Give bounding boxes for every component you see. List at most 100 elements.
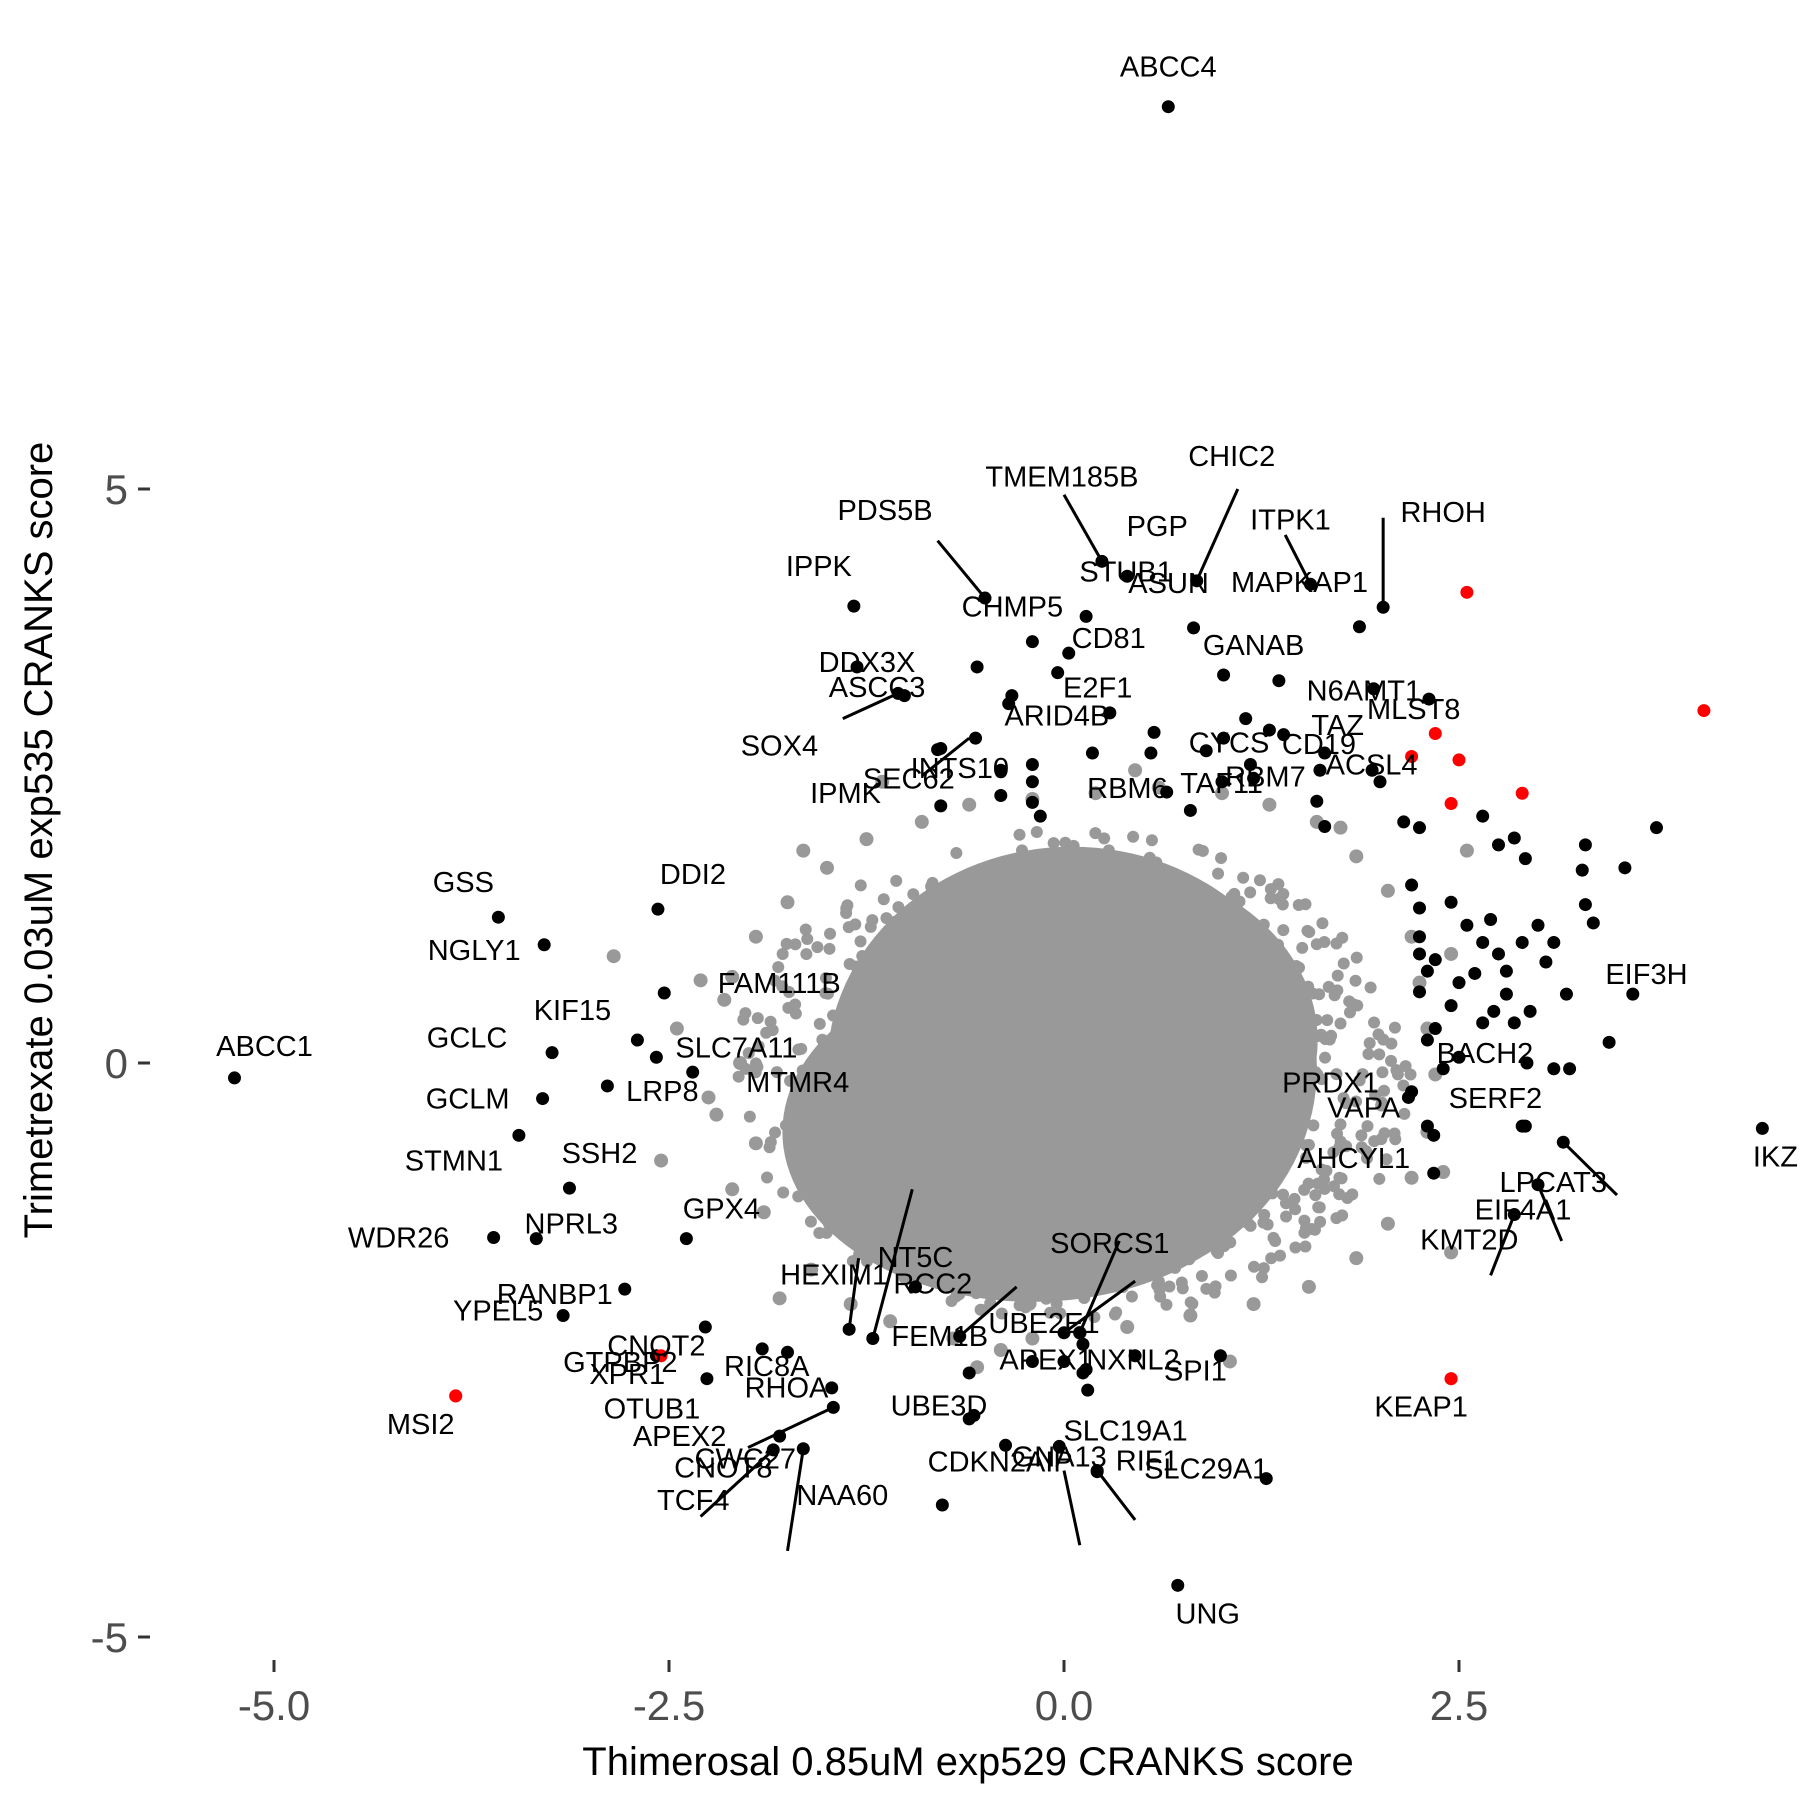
background-point (764, 1015, 777, 1028)
background-point (950, 846, 963, 859)
background-point (1362, 1047, 1375, 1060)
background-point (1293, 961, 1306, 974)
highlight-point (1444, 797, 1458, 811)
background-point (1258, 1158, 1271, 1171)
background-point (1090, 1091, 1103, 1104)
labeled-point (1427, 1128, 1441, 1142)
background-point (1183, 1253, 1196, 1266)
background-point (751, 1012, 764, 1025)
background-point (1081, 1199, 1094, 1212)
background-point (1333, 1141, 1346, 1154)
background-point (1187, 1149, 1200, 1162)
background-point (1126, 937, 1139, 950)
background-point (1272, 938, 1285, 951)
background-point (772, 1291, 787, 1306)
background-point (1084, 1026, 1097, 1039)
y-tick-label: 0 (105, 1040, 128, 1087)
hit-point (1575, 863, 1589, 877)
background-point (1210, 1245, 1223, 1258)
background-point (912, 975, 925, 988)
background-point (1220, 1055, 1233, 1068)
background-point (1173, 1219, 1186, 1232)
gene-label: DDX3X (819, 647, 916, 679)
background-point (739, 1007, 752, 1020)
background-point (1146, 1221, 1159, 1234)
background-point (1205, 963, 1218, 976)
background-point (1002, 1179, 1015, 1192)
background-point (995, 1307, 1008, 1320)
background-point (850, 960, 863, 973)
background-point (801, 933, 814, 946)
gene-label: INTS10 (911, 753, 1009, 785)
gene-label: MSI2 (387, 1409, 455, 1441)
background-point (1193, 1100, 1206, 1113)
background-point (1094, 1196, 1107, 1209)
gene-label: PGP (1127, 511, 1188, 543)
background-point (1325, 1029, 1338, 1042)
gene-label: TAZ (1311, 710, 1364, 742)
background-point (1289, 1203, 1302, 1216)
background-point (1196, 1194, 1209, 1207)
gene-label: E2F1 (1063, 673, 1132, 705)
background-point (1159, 1071, 1172, 1084)
hit-point (1476, 1016, 1490, 1030)
hit-point (1025, 775, 1039, 789)
hit-point (1405, 878, 1419, 892)
background-point (923, 917, 936, 930)
background-point (987, 1152, 1000, 1165)
background-point (823, 942, 836, 955)
labeled-point (228, 1071, 241, 1085)
background-point (1256, 1271, 1269, 1284)
hit-point (1476, 809, 1490, 823)
hit-point (1413, 985, 1426, 999)
background-point (1250, 1063, 1263, 1076)
background-point (1215, 786, 1229, 801)
x-tick-label: 2.5 (1430, 1682, 1488, 1729)
background-point (811, 1182, 824, 1195)
background-point (957, 1248, 970, 1261)
background-point (1200, 1222, 1213, 1235)
hit-point (1144, 746, 1158, 760)
background-point (1299, 1086, 1312, 1099)
background-point (1118, 993, 1131, 1006)
background-point (1003, 1277, 1016, 1290)
background-point (927, 1194, 940, 1207)
background-point (953, 994, 966, 1007)
hit-point (1262, 723, 1276, 737)
background-point (925, 886, 938, 899)
background-point (1189, 1160, 1202, 1173)
background-point (1098, 1080, 1111, 1093)
background-point (1037, 1141, 1050, 1154)
background-point (1238, 1103, 1251, 1116)
background-point (1266, 1187, 1279, 1200)
background-point (725, 1182, 740, 1197)
background-point (1192, 1139, 1205, 1152)
labeled-point (1190, 574, 1204, 588)
hit-point (1373, 775, 1387, 789)
background-point (1037, 934, 1050, 947)
gene-label: GSS (433, 867, 494, 899)
background-point (1107, 1095, 1120, 1108)
background-point (1160, 1198, 1173, 1211)
background-point (1368, 1016, 1381, 1029)
gene-label: CHMP5 (962, 592, 1064, 624)
y-tick-label: -5 (91, 1614, 128, 1661)
background-point (1071, 1270, 1084, 1283)
background-point (654, 1153, 669, 1168)
background-point (990, 895, 1003, 908)
gene-label: GANAB (1203, 630, 1305, 662)
background-point (1133, 1050, 1146, 1063)
hit-point (1397, 815, 1411, 829)
background-point (1299, 1240, 1312, 1253)
background-point (1186, 1297, 1199, 1310)
background-point (958, 1014, 971, 1027)
background-point (962, 797, 977, 812)
background-point (1133, 960, 1146, 973)
background-point (892, 1015, 905, 1028)
background-point (902, 996, 915, 1009)
hit-point (1444, 895, 1458, 909)
labeled-point (630, 1033, 644, 1047)
background-point (854, 879, 867, 892)
background-point (1238, 1152, 1251, 1165)
labeled-point (1073, 1326, 1087, 1340)
